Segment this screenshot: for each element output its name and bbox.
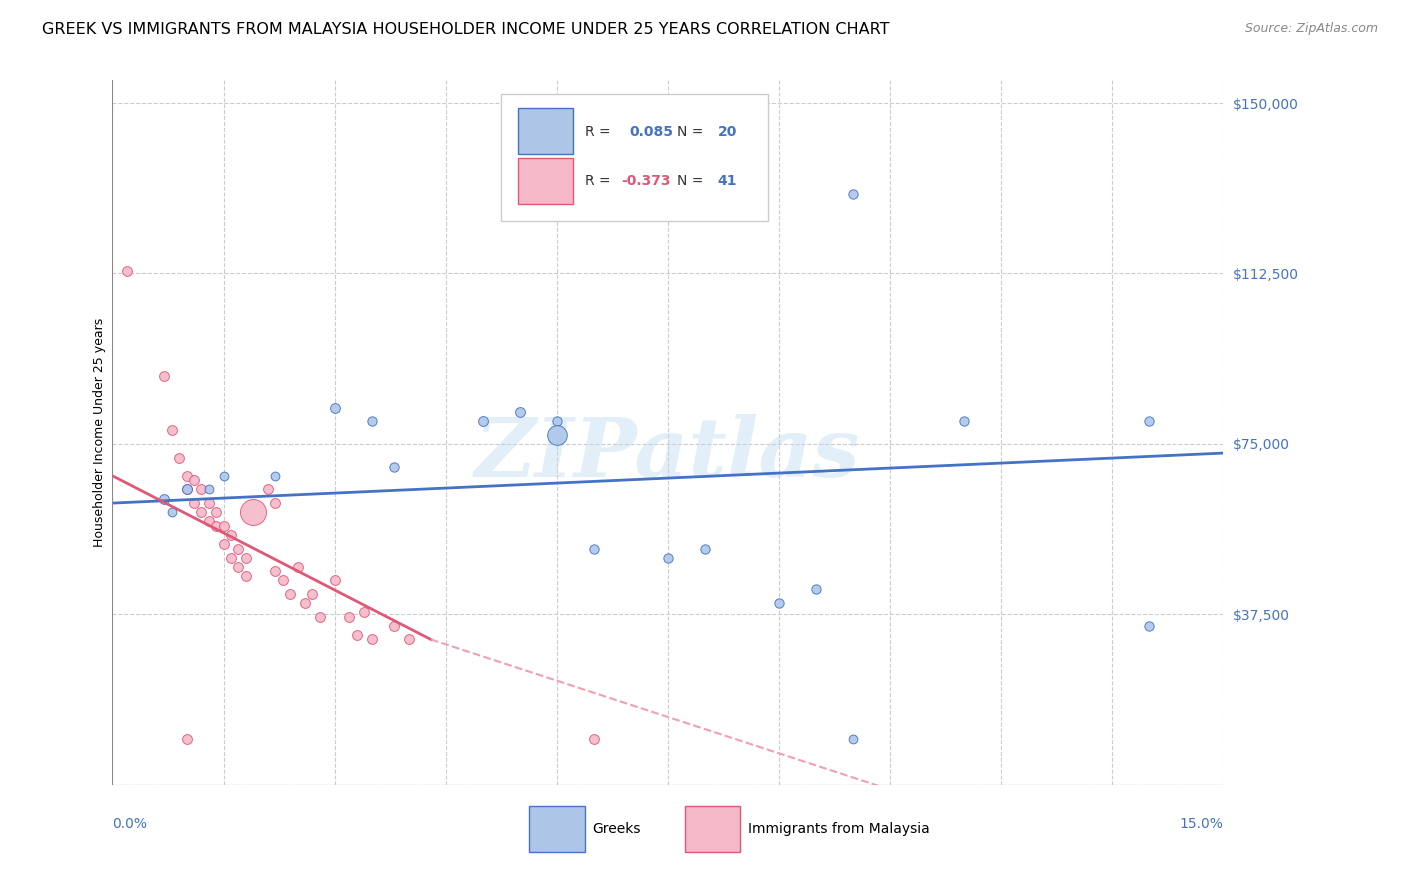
Point [235,569,257,583]
Text: ZIPatlas: ZIPatlas [475,414,860,494]
Point [953,414,976,428]
Point [197,496,219,510]
FancyBboxPatch shape [501,95,768,221]
Text: N =: N = [676,174,707,188]
Point [1137,619,1160,633]
Point [398,632,420,647]
Point [235,550,257,565]
Point [804,582,827,597]
Point [153,491,176,506]
Point [153,368,176,383]
Point [271,574,294,588]
Point [842,186,865,201]
Point [323,401,346,415]
Text: R =: R = [585,125,614,139]
Point [264,468,287,483]
Point [264,496,287,510]
Point [308,609,330,624]
Text: -0.373: -0.373 [621,174,671,188]
Point [509,405,531,419]
Point [228,559,250,574]
Point [212,537,235,551]
Text: 15.0%: 15.0% [1180,817,1223,830]
Text: Immigrants from Malaysia: Immigrants from Malaysia [748,822,929,836]
Point [228,541,250,556]
FancyBboxPatch shape [517,109,574,154]
Point [657,550,679,565]
Point [160,423,183,437]
Point [219,528,242,542]
Point [219,550,242,565]
Point [257,483,280,497]
Point [582,732,605,747]
Point [205,518,228,533]
Point [546,414,568,428]
FancyBboxPatch shape [685,806,740,852]
Point [176,468,198,483]
Point [360,414,382,428]
Point [205,505,228,519]
Y-axis label: Householder Income Under 25 years: Householder Income Under 25 years [93,318,105,548]
FancyBboxPatch shape [517,158,574,203]
Text: 0.085: 0.085 [628,125,673,139]
Point [176,732,198,747]
Point [768,596,790,610]
Text: Greeks: Greeks [592,822,641,836]
Point [339,609,361,624]
Point [546,428,568,442]
Text: R =: R = [585,174,614,188]
Point [346,628,368,642]
Point [117,264,139,278]
Point [212,468,235,483]
Point [183,474,205,488]
Text: 0.0%: 0.0% [112,817,148,830]
Point [693,541,716,556]
Text: 20: 20 [718,125,737,139]
Point [582,541,605,556]
Text: 41: 41 [718,174,737,188]
Point [190,505,212,519]
Point [382,459,405,474]
Point [183,496,205,510]
Point [242,505,264,519]
Point [197,514,219,528]
Point [264,564,287,578]
Point [190,483,212,497]
Point [167,450,190,465]
Point [471,414,494,428]
Point [176,483,198,497]
Point [842,732,865,747]
Point [294,596,316,610]
Point [360,632,382,647]
Point [197,483,219,497]
Point [1137,414,1160,428]
Point [212,518,235,533]
Point [301,587,323,601]
Point [287,559,309,574]
Text: GREEK VS IMMIGRANTS FROM MALAYSIA HOUSEHOLDER INCOME UNDER 25 YEARS CORRELATION : GREEK VS IMMIGRANTS FROM MALAYSIA HOUSEH… [42,22,890,37]
Point [382,619,405,633]
Point [323,574,346,588]
Text: N =: N = [676,125,707,139]
Point [160,505,183,519]
Text: Source: ZipAtlas.com: Source: ZipAtlas.com [1244,22,1378,36]
FancyBboxPatch shape [529,806,585,852]
Point [278,587,301,601]
Point [353,605,375,619]
Point [176,483,198,497]
